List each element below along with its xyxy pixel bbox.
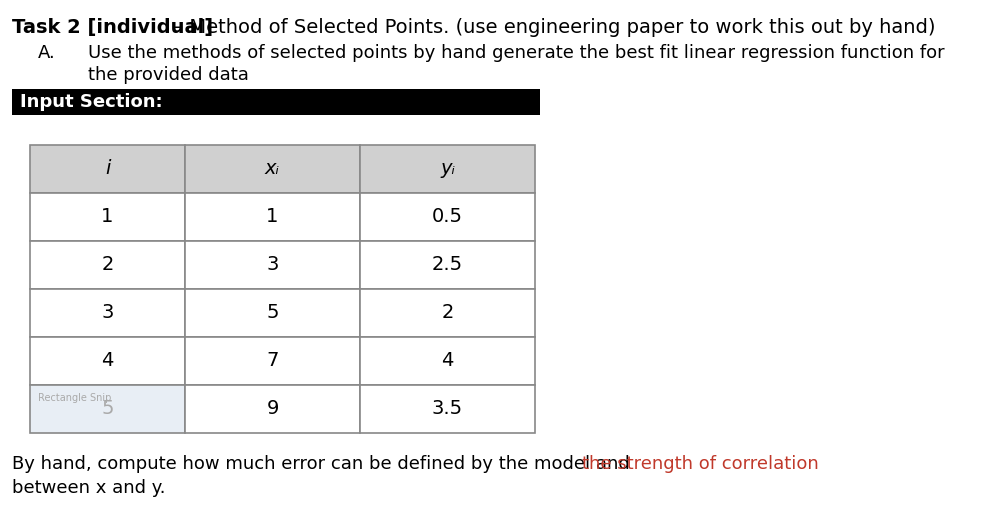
Bar <box>185 289 360 337</box>
Text: 9: 9 <box>266 399 279 418</box>
Bar <box>185 145 360 193</box>
Text: 4: 4 <box>441 352 454 370</box>
Text: A.: A. <box>38 44 56 62</box>
Text: Rectangle Snip: Rectangle Snip <box>38 393 111 403</box>
Bar <box>185 385 360 433</box>
Bar <box>30 145 185 193</box>
Text: 2: 2 <box>441 304 454 323</box>
Text: Task 2 [individual]: Task 2 [individual] <box>12 18 213 37</box>
Bar <box>30 193 185 241</box>
Text: 1: 1 <box>266 208 279 227</box>
Text: 2: 2 <box>101 256 114 275</box>
Bar <box>30 241 185 289</box>
Bar <box>360 145 535 193</box>
Bar <box>185 337 360 385</box>
Text: – Method of Selected Points. (use engineering paper to work this out by hand): – Method of Selected Points. (use engine… <box>167 18 936 37</box>
Text: yᵢ: yᵢ <box>440 160 455 179</box>
Bar <box>360 337 535 385</box>
Bar <box>12 89 540 115</box>
Text: between x and y.: between x and y. <box>12 479 166 497</box>
Text: 2.5: 2.5 <box>432 256 463 275</box>
Text: 3: 3 <box>266 256 279 275</box>
Bar <box>30 385 185 433</box>
Text: 5: 5 <box>266 304 279 323</box>
Text: By hand, compute how much error can be defined by the model and: By hand, compute how much error can be d… <box>12 455 636 473</box>
Bar <box>30 289 185 337</box>
Text: 7: 7 <box>266 352 279 370</box>
Bar <box>360 385 535 433</box>
Bar <box>185 241 360 289</box>
Text: Input Section:: Input Section: <box>20 93 163 111</box>
Bar <box>360 241 535 289</box>
Text: 0.5: 0.5 <box>432 208 463 227</box>
Bar <box>185 193 360 241</box>
Text: 5: 5 <box>101 399 114 418</box>
Bar <box>360 289 535 337</box>
Text: the provided data: the provided data <box>65 66 249 84</box>
Text: 3.5: 3.5 <box>432 399 463 418</box>
Text: 3: 3 <box>101 304 114 323</box>
Text: 4: 4 <box>101 352 114 370</box>
Text: the strength of correlation: the strength of correlation <box>582 455 819 473</box>
Text: xᵢ: xᵢ <box>265 160 280 179</box>
Text: i: i <box>105 160 110 179</box>
Text: 1: 1 <box>101 208 114 227</box>
Text: Use the methods of selected points by hand generate the best fit linear regressi: Use the methods of selected points by ha… <box>65 44 945 62</box>
Bar <box>30 337 185 385</box>
Bar <box>360 193 535 241</box>
